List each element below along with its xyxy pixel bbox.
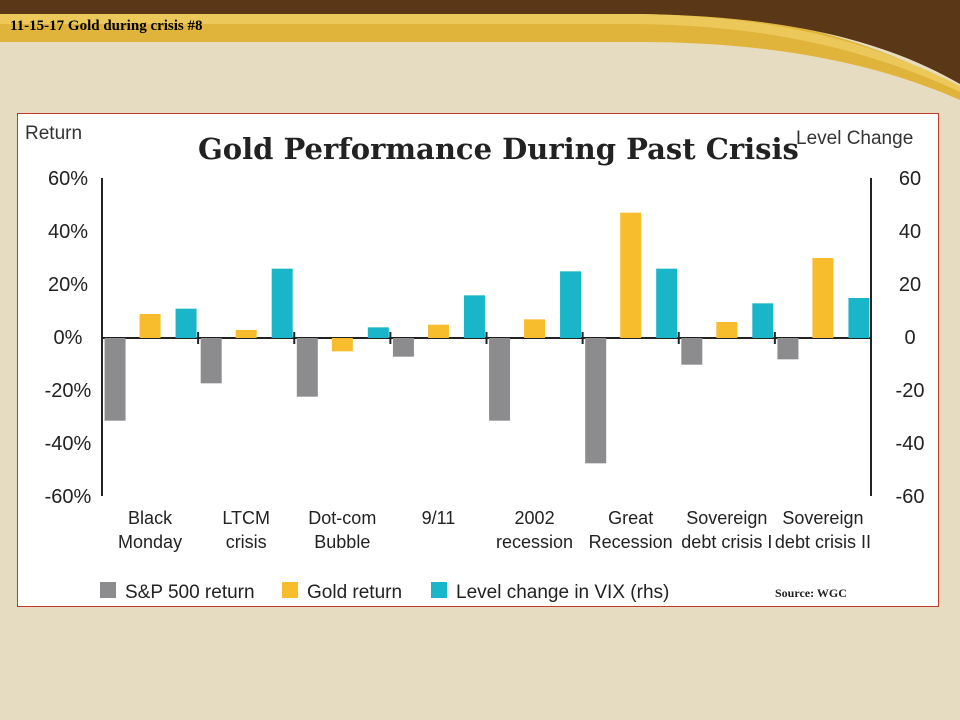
legend-swatch: [282, 582, 298, 598]
bar-vix: [175, 308, 197, 338]
bar-gold: [812, 258, 834, 338]
header-light-band: [0, 14, 960, 92]
chart-title: Gold Performance During Past Crisis: [198, 132, 799, 166]
bar-gold: [716, 322, 738, 338]
bar-gold: [235, 330, 257, 338]
bar-sp500: [489, 338, 511, 421]
category-label: Sovereign: [782, 508, 863, 528]
legend-swatch: [100, 582, 116, 598]
category-label: crisis: [226, 532, 267, 552]
category-label: Monday: [118, 532, 182, 552]
left-tick-label: 60%: [48, 168, 88, 190]
bar-gold: [139, 314, 161, 338]
left-axis-title: Return: [25, 123, 82, 144]
category-label: Black: [128, 508, 173, 528]
legend-label: Level change in VIX (rhs): [456, 582, 669, 603]
plot-area: 60% 40% 20% 0% -20% -40% -60% 60 40 20 0 -20 -40 -60 B…: [45, 168, 925, 552]
bar-sp500: [104, 338, 126, 421]
category-label: LTCM: [222, 508, 270, 528]
category-label: Bubble: [314, 532, 370, 552]
slide-header-banner: [0, 0, 960, 100]
right-tick-label: -20: [896, 380, 925, 402]
bar-gold: [427, 324, 449, 338]
category-label: Great: [608, 508, 653, 528]
bar-gold: [524, 319, 546, 338]
legend-label: S&P 500 return: [125, 582, 255, 603]
header-dark-band: [0, 0, 960, 84]
bar-vix: [848, 298, 870, 338]
category-label: recession: [496, 532, 573, 552]
bar-vix: [752, 303, 774, 338]
right-tick-label: -40: [896, 433, 925, 455]
category-label: Sovereign: [686, 508, 767, 528]
left-tick-label: -20%: [45, 380, 92, 402]
bar-sp500: [200, 338, 222, 384]
left-tick-label: 40%: [48, 221, 88, 243]
slide-title: 11-15-17 Gold during crisis #8: [10, 18, 203, 34]
bar-vix: [560, 271, 582, 338]
bar-sp500: [777, 338, 799, 360]
chart: Gold Performance During Past Crisis Retu…: [25, 123, 925, 603]
bar-gold: [620, 212, 642, 338]
right-axis-title: Level Change: [796, 128, 913, 149]
right-tick-label: 0: [904, 327, 915, 349]
header-gold-stripe: [0, 8, 960, 100]
category-label: debt crisis II: [775, 532, 871, 552]
bar-sp500: [585, 338, 607, 464]
bar-sp500: [296, 338, 318, 397]
right-tick-label: 60: [899, 168, 921, 190]
bar-vix: [463, 295, 485, 338]
category-label: 9/11: [422, 508, 456, 528]
left-tick-label: -60%: [45, 486, 92, 508]
legend-label: Gold return: [307, 582, 402, 603]
source-note: Source: WGC: [775, 586, 847, 600]
chart-legend: S&P 500 return Gold return Level change in…: [100, 582, 669, 603]
bar-sp500: [681, 338, 703, 365]
category-label: debt crisis I: [681, 532, 772, 552]
bar-vix: [271, 268, 293, 338]
left-tick-label: 0%: [54, 327, 83, 349]
category-label: 2002: [515, 508, 555, 528]
right-tick-label: -60: [896, 486, 925, 508]
category-label: Dot-com: [308, 508, 376, 528]
left-tick-label: 20%: [48, 274, 88, 296]
right-tick-label: 20: [899, 274, 921, 296]
category-label: Recession: [589, 532, 673, 552]
bar-vix: [656, 268, 678, 338]
bar-gold: [331, 338, 353, 352]
left-tick-label: -40%: [45, 433, 92, 455]
chart-frame: Gold Performance During Past Crisis Retu…: [17, 113, 939, 607]
legend-swatch: [431, 582, 447, 598]
bar-sp500: [392, 338, 414, 357]
bar-vix: [367, 327, 389, 338]
right-tick-label: 40: [899, 221, 921, 243]
